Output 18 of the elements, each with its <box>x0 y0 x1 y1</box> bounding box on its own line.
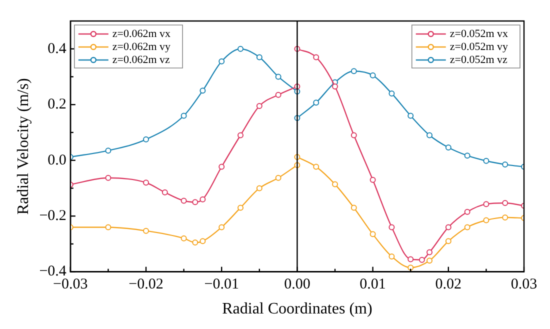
legend-label: z=0.052m vy <box>450 40 508 53</box>
y-tick-label: 0.2 <box>48 96 66 113</box>
legend-label: z=0.062m vx <box>112 28 172 40</box>
legend-label: z=0.062m vy <box>112 40 172 53</box>
legend-label: z=0.052m vz <box>450 54 508 66</box>
x-tick-label: 0.00 <box>284 276 310 293</box>
x-tick-label: 0.02 <box>435 276 462 293</box>
x-tick-label: −0.01 <box>204 276 239 293</box>
x-tick-label: 0.01 <box>360 276 386 293</box>
x-tick-label: 0.03 <box>510 276 538 293</box>
legend-label: z=0.062m vz <box>112 54 170 66</box>
y-axis-title: Radial Velocity (m/s) <box>14 78 32 215</box>
y-tick-label: 0.4 <box>48 40 67 57</box>
y-tick-label: −0.2 <box>39 208 66 224</box>
x-axis-title: Radial Coordinates (m) <box>222 300 372 318</box>
legend-label: z=0.052m vx <box>450 28 508 40</box>
x-tick-label: −0.02 <box>128 276 164 293</box>
y-tick-label: 0.0 <box>48 152 66 168</box>
